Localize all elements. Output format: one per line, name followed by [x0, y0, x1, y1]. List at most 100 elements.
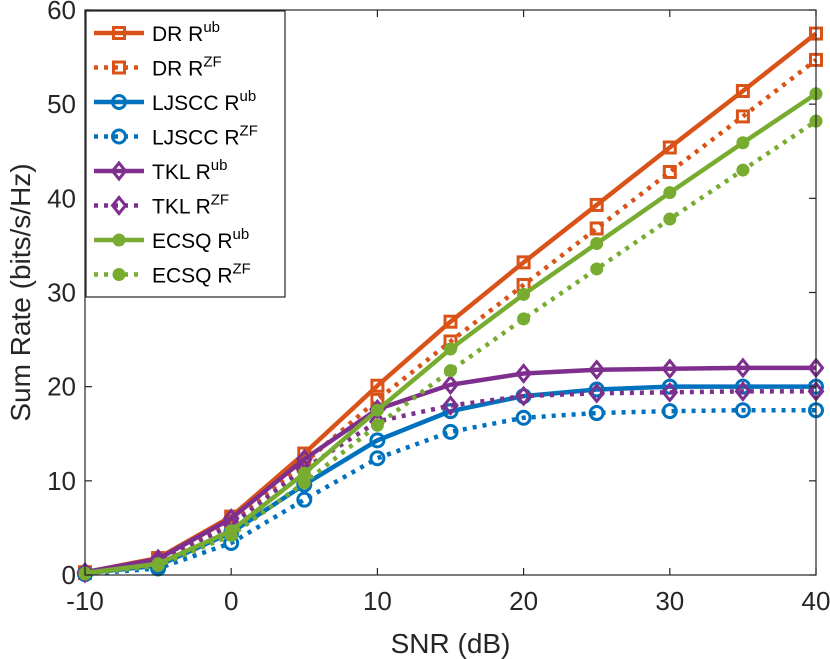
legend-label-base: DR R	[152, 23, 203, 46]
data-point-6	[517, 287, 531, 301]
x-axis-label: SNR (dB)	[391, 628, 511, 659]
data-point-6	[515, 409, 532, 426]
data-point-6	[516, 255, 531, 270]
legend-label: ECSQ Rub	[152, 226, 249, 253]
y-tick-label: 20	[47, 372, 76, 402]
data-point-4	[370, 403, 384, 417]
legend-label-base: DR R	[152, 58, 203, 81]
x-tick-label: 40	[802, 586, 830, 616]
data-point-7	[589, 197, 604, 212]
data-point-8	[661, 403, 678, 420]
data-point-4	[369, 450, 386, 467]
series-line-1	[84, 58, 818, 576]
data-point-8	[661, 378, 678, 395]
series-7	[78, 114, 823, 581]
legend-label-superscript: ub	[233, 226, 250, 243]
y-tick-label: 10	[47, 466, 76, 496]
legend-label: LJSCC RZF	[152, 123, 258, 150]
data-point-4	[370, 418, 384, 432]
y-axis-label: Sum Rate (bits/s/Hz)	[5, 163, 36, 421]
legend-label: DR RZF	[152, 54, 222, 81]
legend-entry-1: DR RZF	[94, 54, 222, 81]
legend-label: LJSCC Rub	[152, 88, 256, 115]
data-point-6	[515, 363, 533, 384]
series-line-4	[84, 365, 816, 575]
data-point-7	[588, 359, 606, 381]
legend-label: TKL RZF	[152, 192, 229, 219]
y-tick-label: 30	[47, 278, 76, 308]
data-point-2	[224, 528, 238, 542]
data-point-1	[151, 559, 165, 573]
legend-label-superscript: ub	[211, 157, 228, 174]
data-point-7	[588, 405, 605, 422]
data-point-5	[442, 395, 459, 416]
data-point-8	[661, 358, 679, 380]
x-tick-label: -10	[66, 586, 104, 616]
y-tick-label: 0	[62, 560, 76, 590]
data-point-legend	[110, 195, 128, 216]
data-point-8	[663, 212, 677, 226]
legend-label-superscript: ZF	[203, 54, 221, 71]
data-point-5	[444, 342, 457, 356]
data-point-7	[589, 221, 604, 236]
x-tick-label: 30	[655, 586, 684, 616]
data-point-legend	[111, 128, 127, 145]
data-point-9	[734, 402, 751, 419]
data-point-5	[442, 423, 459, 440]
data-point-5	[444, 364, 457, 378]
legend-box	[85, 10, 286, 298]
series-layer	[76, 26, 825, 584]
data-point-9	[734, 357, 752, 379]
data-point-4	[369, 432, 386, 449]
legend-label-base: TKL R	[152, 161, 211, 184]
x-tick-label: 0	[224, 586, 238, 616]
data-point-6	[515, 385, 533, 407]
data-point-9	[735, 83, 750, 98]
legend-label-base: ECSQ R	[152, 230, 233, 253]
data-point-3	[297, 476, 311, 490]
data-point-9	[734, 380, 752, 402]
legend-entry-5: TKL RZF	[94, 192, 229, 219]
data-point-legend	[111, 94, 127, 110]
data-point-legend	[110, 160, 128, 182]
y-tick-label: 40	[47, 183, 76, 213]
data-point-legend	[112, 268, 126, 281]
data-point-8	[662, 140, 677, 155]
data-point-5	[442, 374, 459, 396]
y-tick-label: 50	[47, 89, 76, 119]
legend-label: DR Rub	[152, 19, 220, 46]
legend-label-base: ECSQ R	[152, 265, 233, 288]
data-point-9	[735, 109, 750, 124]
legend-label-base: LJSCC R	[152, 127, 240, 150]
data-point-9	[736, 136, 750, 150]
data-point-8	[663, 186, 677, 200]
legend-label-superscript: ZF	[240, 123, 258, 140]
data-point-6	[517, 312, 531, 326]
legend-entry-3: LJSCC RZF	[94, 123, 258, 150]
data-point-8	[661, 381, 679, 403]
data-point-7	[590, 237, 604, 251]
legend-entry-2: LJSCC Rub	[94, 88, 256, 115]
data-point-legend	[112, 60, 126, 75]
data-point-7	[588, 382, 606, 404]
legend-entry-4: TKL Rub	[94, 157, 227, 184]
data-point-5	[443, 314, 458, 329]
legend-label-superscript: ZF	[233, 261, 251, 278]
legend-label-superscript: ub	[240, 88, 257, 105]
legend-entry-7: ECSQ RZF	[94, 261, 251, 288]
series-line-7	[84, 119, 818, 577]
legend-label-base: LJSCC R	[152, 92, 240, 115]
data-point-9	[736, 163, 750, 177]
data-point-7	[590, 262, 604, 276]
data-point-4	[370, 378, 385, 393]
x-tick-label: 10	[363, 586, 392, 616]
legend-label: TKL Rub	[152, 157, 227, 184]
legend-entry-0: DR Rub	[94, 19, 220, 46]
data-point-legend	[112, 26, 126, 40]
legend-label: ECSQ RZF	[152, 261, 251, 288]
series-line-3	[84, 407, 816, 577]
data-point-3	[296, 491, 313, 508]
